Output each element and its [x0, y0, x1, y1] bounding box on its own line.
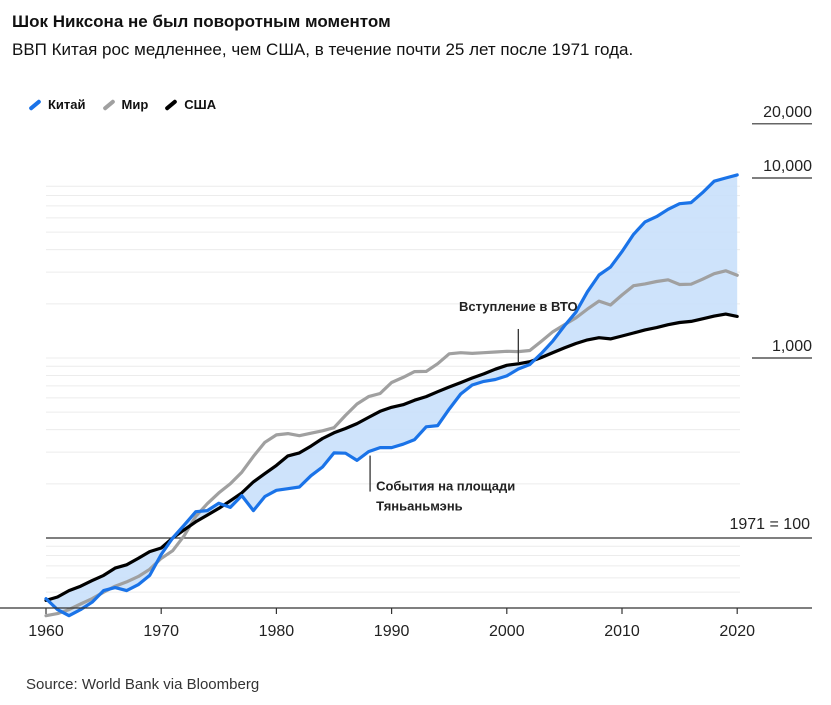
annotation-wto: Вступление в ВТО: [459, 299, 578, 314]
legend-item-usa: США: [164, 97, 216, 112]
legend: Китай Мир США: [28, 97, 216, 112]
x-tick-label: 1990: [374, 623, 410, 640]
legend-label-china: Китай: [48, 97, 86, 112]
x-tick-label: 2000: [489, 623, 525, 640]
x-tick-label: 2020: [719, 623, 755, 640]
legend-label-usa: США: [184, 97, 217, 112]
usa-line: [44, 312, 739, 602]
china-line: [44, 173, 739, 618]
y-tick-label: 10,000: [763, 158, 812, 175]
x-tick-label: 1970: [143, 623, 179, 640]
chart-title: Шок Никсона не был поворотным моментом: [12, 12, 391, 31]
annotation-tiananmen: События на площади: [376, 479, 515, 494]
x-tick-label: 1960: [28, 623, 64, 640]
legend-label-world: Мир: [121, 97, 149, 112]
annotation-tiananmen: Тяньаньмэнь: [376, 499, 463, 514]
china-usa-gap-area: [46, 174, 738, 616]
reference-line-label: 1971 = 100: [729, 516, 810, 533]
x-tick-label: 2010: [604, 623, 640, 640]
chart-subtitle: ВВП Китая рос медленнее, чем США, в тече…: [12, 40, 634, 59]
y-tick-label: 20,000: [763, 104, 812, 121]
y-tick-label: 1,000: [772, 338, 812, 355]
source-note: Source: World Bank via Bloomberg: [26, 676, 260, 693]
world-line: [44, 269, 739, 618]
legend-item-world: Мир: [101, 97, 149, 112]
x-tick-label: 1980: [259, 623, 295, 640]
legend-item-china: Китай: [28, 97, 86, 112]
